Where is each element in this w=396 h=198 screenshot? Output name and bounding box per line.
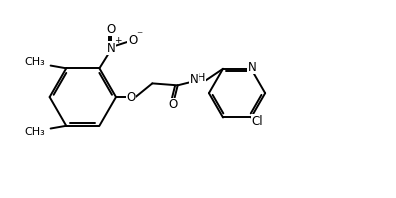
Text: ⁻: ⁻ — [137, 29, 143, 42]
Text: O: O — [126, 90, 135, 104]
Text: +: + — [114, 36, 122, 46]
Text: Cl: Cl — [251, 115, 263, 128]
Text: N: N — [107, 42, 116, 54]
Text: CH₃: CH₃ — [25, 127, 45, 137]
Text: O: O — [168, 98, 178, 111]
Text: O: O — [128, 34, 137, 47]
Text: CH₃: CH₃ — [25, 57, 45, 67]
Text: N: N — [190, 73, 198, 86]
Text: N: N — [248, 61, 256, 74]
Text: H: H — [197, 73, 205, 83]
Text: O: O — [107, 23, 116, 36]
